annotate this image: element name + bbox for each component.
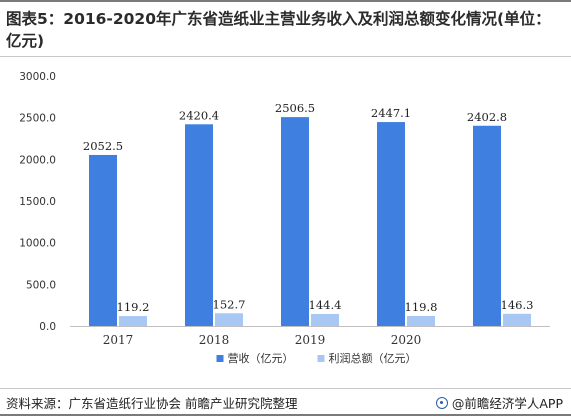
profit-value-label: 152.7 [213,297,246,311]
title-rule [0,56,571,57]
profit-bar [215,313,243,326]
chart-title: 图表5：2016-2020年广东省造纸业主营业务收入及利润总额变化情况(单位：亿… [6,10,551,50]
brand-label: @前瞻经济学人APP [451,396,563,411]
x-tick-label: 2017 [103,333,134,347]
y-tick-label: 500.0 [26,279,56,291]
revenue-value-label: 2052.5 [83,139,123,153]
y-tick-label: 2000.0 [19,154,56,166]
x-tick-label: 2018 [199,333,230,347]
revenue-value-label: 2420.4 [179,108,219,122]
top-rule [0,0,571,2]
y-axis: 0.0 500.0 1000.0 1500.0 2000.0 2500.0 3000.0 [19,71,550,333]
legend-label-revenue: 营收（亿元） [228,351,294,365]
legend: 营收（亿元） 利润总额（亿元） [216,351,417,365]
profit-value-label: 119.2 [117,300,150,314]
profit-bar [119,316,147,326]
revenue-bar [89,154,117,326]
profit-bar [503,313,531,326]
profit-value-label: 146.3 [501,298,534,312]
brand-logo-icon [435,396,448,409]
profit-bar [311,313,339,326]
y-tick-label: 0.0 [39,321,56,333]
bar-chart: 0.0 500.0 1000.0 1500.0 2000.0 2500.0 3000.0 2… [19,71,550,365]
revenue-bar [473,125,501,327]
revenue-bar [377,122,405,326]
brand: @前瞻经济学人APP [435,393,563,412]
profit-value-label: 119.8 [405,300,438,314]
revenue-value-label: 2447.1 [371,106,411,120]
legend-swatch-profit [317,355,325,362]
footer-rule [0,388,571,389]
legend-swatch-revenue [216,355,224,362]
profit-bar [407,316,435,326]
source-note: 资料来源：广东省造纸行业协会 前瞻产业研究院整理 [6,396,298,411]
bars [89,117,531,327]
x-tick-label: 2020 [391,333,422,347]
revenue-bar [185,124,213,326]
revenue-value-label: 2402.8 [467,110,507,124]
x-tick-label: 2019 [295,333,326,347]
y-tick-label: 2500.0 [19,113,56,125]
data-labels: 2052.5 119.2 2420.4 152.7 2506.5 144.4 2447.1 1… [83,101,534,314]
revenue-value-label: 2506.5 [275,101,315,115]
legend-label-profit: 利润总额（亿元） [329,351,417,365]
y-tick-label: 1000.0 [19,238,56,250]
profit-value-label: 144.4 [309,298,342,312]
y-tick-label: 3000.0 [19,71,56,83]
title-area: 图表5：2016-2020年广东省造纸业主营业务收入及利润总额变化情况(单位：亿… [0,0,571,58]
revenue-bar [281,117,309,326]
y-tick-label: 1500.0 [19,196,56,208]
x-axis: 2017 2018 2019 2020 [103,333,422,347]
bottom-rule [0,414,571,416]
